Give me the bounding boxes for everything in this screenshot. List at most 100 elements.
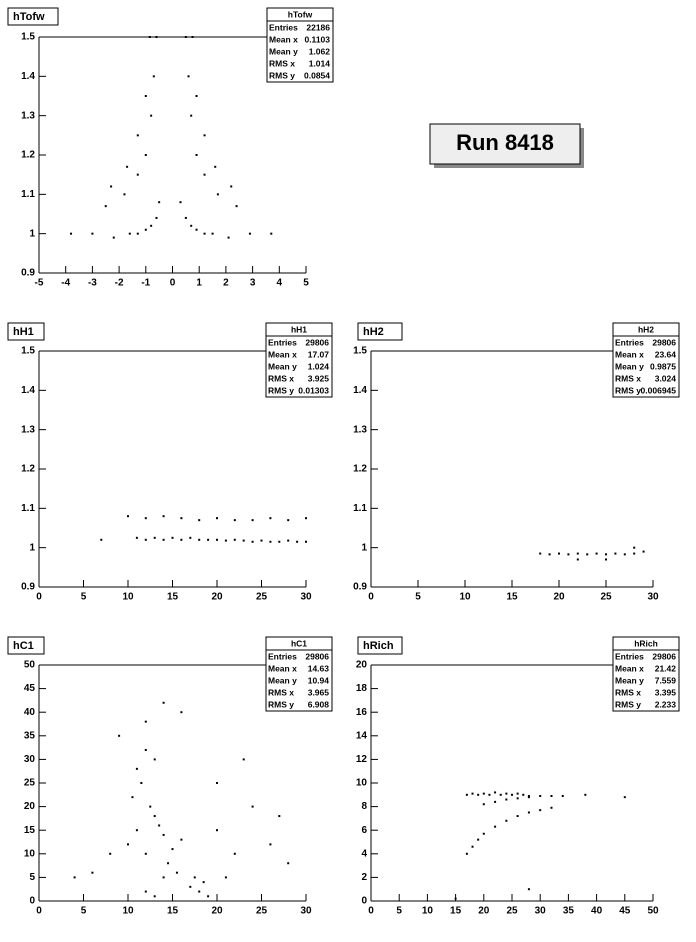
point [162, 833, 165, 836]
x-tick-label: 45 [619, 906, 631, 917]
y-tick-label: 1.4 [353, 385, 367, 396]
point [248, 232, 251, 235]
x-tick-label: 0 [170, 278, 176, 289]
stats-label: RMS y [269, 70, 295, 80]
point [203, 232, 206, 235]
y-tick-label: 10 [356, 778, 368, 789]
y-tick-label: 35 [24, 730, 36, 741]
y-tick-label: 4 [361, 848, 367, 859]
x-tick-label: 30 [535, 906, 547, 917]
stats-label: Mean x [268, 349, 297, 359]
point [128, 232, 131, 235]
point [100, 538, 103, 541]
point [278, 815, 281, 818]
stats-label: RMS x [269, 58, 295, 68]
x-tick-label: 10 [122, 906, 134, 917]
point [516, 797, 519, 800]
point [180, 538, 183, 541]
point [216, 829, 218, 832]
stats-box [266, 7, 334, 83]
x-tick-label: 5 [81, 906, 87, 917]
stats-box [265, 636, 333, 712]
y-tick-label: 20 [24, 801, 36, 812]
stats-label: Mean y [268, 675, 297, 685]
stats-label: RMS y [268, 385, 294, 395]
x-tick-label: 0 [368, 592, 374, 603]
point [73, 876, 76, 879]
point [465, 852, 468, 855]
point [287, 519, 290, 522]
x-tick-label: 20 [211, 906, 223, 917]
stats-value: 6.908 [308, 699, 330, 709]
stats-value: 17.07 [308, 349, 330, 359]
point [305, 540, 307, 543]
chart-title: hRich [363, 640, 394, 652]
point [477, 838, 480, 841]
point [189, 536, 192, 539]
point [576, 552, 579, 555]
x-tick-label: -4 [61, 278, 70, 289]
point [539, 552, 542, 555]
stats-label: Entries [615, 337, 644, 347]
point [224, 539, 227, 542]
title-box [7, 636, 45, 655]
point [109, 852, 112, 855]
point [494, 800, 497, 803]
point [230, 185, 233, 188]
y-tick-label: 1.4 [21, 385, 35, 396]
point [202, 881, 205, 884]
point [586, 553, 589, 556]
x-tick-label: 15 [450, 906, 462, 917]
point [623, 796, 626, 799]
point [195, 95, 198, 97]
point [193, 876, 196, 879]
point [149, 805, 152, 808]
point [144, 154, 147, 156]
stats-value: 23.64 [655, 349, 677, 359]
point [494, 825, 497, 828]
point [550, 794, 553, 797]
y-tick-label: 12 [356, 754, 368, 765]
point [150, 224, 153, 227]
title-box [357, 636, 403, 655]
point [127, 515, 129, 518]
x-tick-label: 30 [647, 592, 659, 603]
stats-value: 1.024 [308, 361, 330, 371]
y-tick-label: 0.9 [353, 582, 367, 593]
stats-label: Mean y [615, 675, 644, 685]
point [516, 815, 519, 818]
point [140, 782, 143, 784]
point [216, 538, 218, 541]
point [123, 193, 126, 196]
point [242, 758, 245, 761]
point [499, 793, 502, 796]
point [144, 538, 147, 541]
point [198, 519, 201, 522]
stats-label: RMS x [615, 373, 641, 383]
point [633, 546, 636, 549]
point [180, 517, 183, 520]
y-tick-label: 1.4 [21, 71, 35, 82]
chart-title: hH2 [363, 326, 384, 338]
point [233, 519, 236, 522]
x-tick-label: 10 [422, 906, 434, 917]
point [216, 782, 218, 784]
x-tick-label: 20 [553, 592, 565, 603]
stats-value: 0.006945 [641, 385, 677, 395]
point [136, 232, 139, 235]
point [198, 890, 201, 893]
stats-value: 1.014 [309, 58, 331, 68]
y-tick-label: 25 [24, 778, 36, 789]
y-tick-label: 0.9 [21, 582, 35, 593]
stats-label: RMS y [268, 699, 294, 709]
point [158, 824, 161, 827]
stats-title: hH2 [638, 324, 654, 334]
point [70, 232, 73, 235]
point [112, 236, 115, 239]
point [269, 843, 272, 846]
point [184, 36, 187, 38]
stats-value: 1.062 [309, 46, 331, 56]
point [162, 876, 165, 879]
stats-label: Mean y [269, 46, 298, 56]
y-tick-label: 1 [29, 228, 35, 239]
